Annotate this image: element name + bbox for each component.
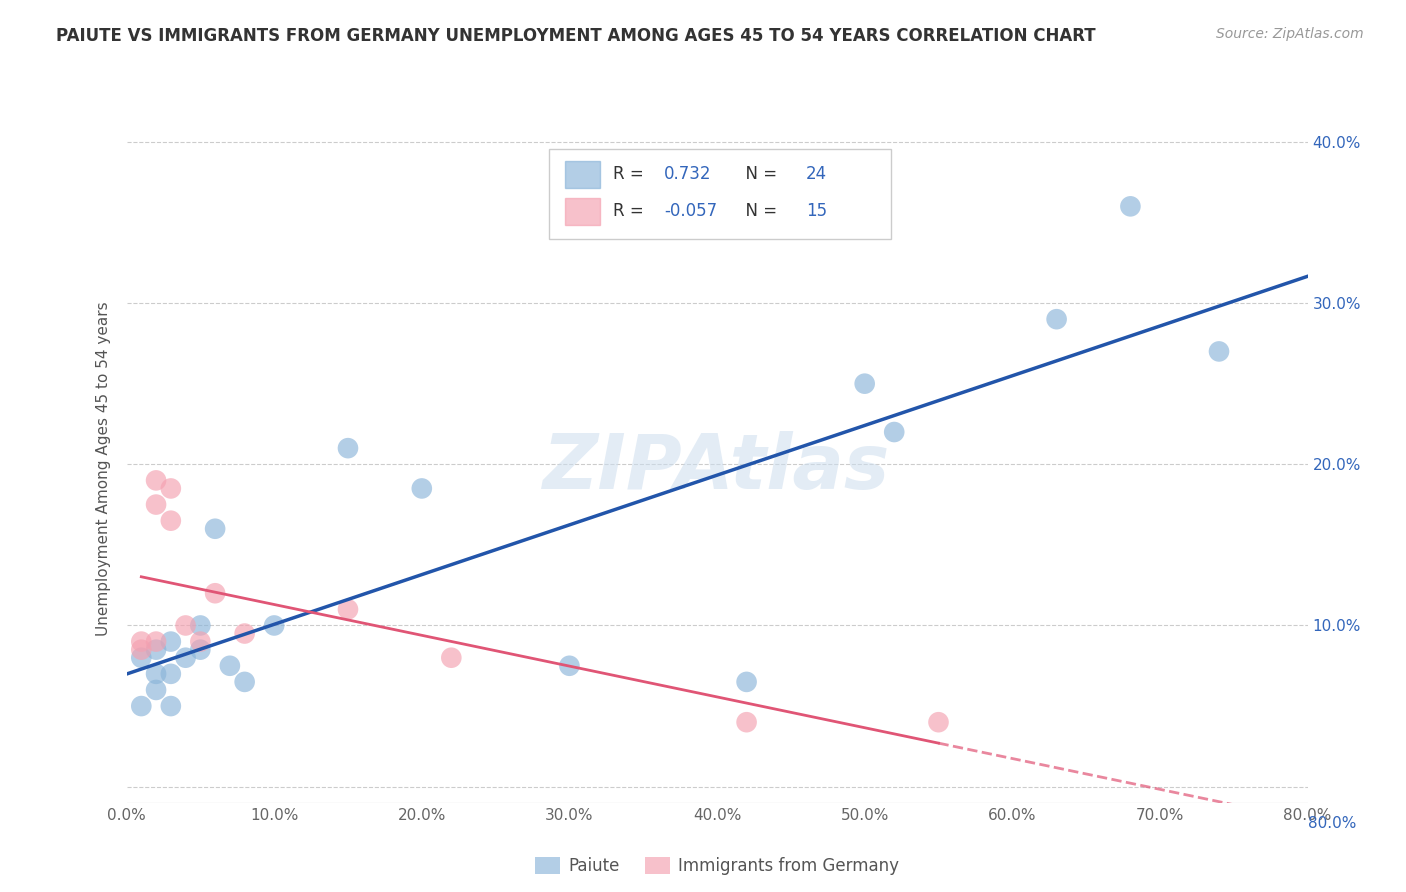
Point — [174, 618, 197, 632]
Point — [188, 634, 211, 648]
Point — [1208, 344, 1230, 359]
Point — [928, 715, 950, 730]
Point — [411, 482, 433, 496]
Point — [145, 634, 167, 648]
Point — [145, 666, 167, 681]
Text: ZIPAtlas: ZIPAtlas — [543, 432, 891, 505]
Point — [159, 514, 183, 528]
Point — [558, 658, 581, 673]
Point — [159, 666, 183, 681]
Point — [219, 658, 242, 673]
Text: R =: R = — [613, 165, 650, 184]
Text: N =: N = — [735, 165, 782, 184]
Point — [735, 674, 758, 689]
Point — [129, 642, 153, 657]
Point — [159, 699, 183, 714]
Point — [337, 441, 360, 455]
Point — [129, 650, 153, 665]
Point — [883, 425, 905, 439]
Y-axis label: Unemployment Among Ages 45 to 54 years: Unemployment Among Ages 45 to 54 years — [96, 301, 111, 636]
Point — [129, 699, 153, 714]
Point — [145, 474, 167, 488]
Point — [853, 376, 876, 391]
Point — [204, 586, 226, 600]
Text: R =: R = — [613, 202, 650, 220]
Point — [145, 682, 167, 697]
FancyBboxPatch shape — [565, 198, 600, 225]
Point — [263, 618, 285, 632]
Point — [440, 650, 463, 665]
Point — [233, 626, 256, 640]
Point — [129, 634, 153, 648]
Point — [145, 498, 167, 512]
FancyBboxPatch shape — [550, 149, 890, 239]
Text: Source: ZipAtlas.com: Source: ZipAtlas.com — [1216, 27, 1364, 41]
Point — [145, 642, 167, 657]
Point — [188, 618, 211, 632]
Text: 0.732: 0.732 — [664, 165, 711, 184]
Point — [188, 642, 211, 657]
Text: 80.0%: 80.0% — [1309, 816, 1357, 831]
Text: PAIUTE VS IMMIGRANTS FROM GERMANY UNEMPLOYMENT AMONG AGES 45 TO 54 YEARS CORRELA: PAIUTE VS IMMIGRANTS FROM GERMANY UNEMPL… — [56, 27, 1095, 45]
Point — [337, 602, 360, 616]
Legend: Paiute, Immigrants from Germany: Paiute, Immigrants from Germany — [529, 850, 905, 881]
Point — [1045, 312, 1069, 326]
FancyBboxPatch shape — [565, 161, 600, 188]
Point — [735, 715, 758, 730]
Point — [159, 482, 183, 496]
Text: 24: 24 — [806, 165, 827, 184]
Point — [233, 674, 256, 689]
Point — [159, 634, 183, 648]
Point — [1119, 199, 1142, 213]
Point — [204, 522, 226, 536]
Text: 15: 15 — [806, 202, 827, 220]
Text: N =: N = — [735, 202, 782, 220]
Text: -0.057: -0.057 — [664, 202, 717, 220]
Point — [174, 650, 197, 665]
